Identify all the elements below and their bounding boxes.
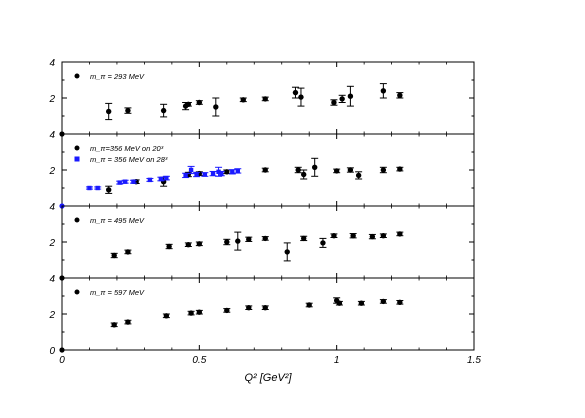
data-point [380, 298, 387, 305]
data-point [380, 233, 387, 239]
data-point [320, 240, 326, 246]
data-point [196, 241, 203, 247]
data-point [369, 233, 376, 240]
data-point [292, 89, 299, 96]
data-point-square [230, 169, 235, 174]
data-point [262, 96, 268, 102]
data-point [397, 299, 403, 305]
data-point [196, 99, 203, 106]
data-point [397, 166, 403, 172]
data-point-square [202, 172, 208, 177]
y-tick-label: 2 [48, 166, 55, 177]
y-tick-label: 4 [49, 202, 55, 213]
x-tick-label: 1.5 [467, 355, 481, 366]
data-point-square [235, 168, 240, 174]
data-point [246, 305, 252, 311]
data-point [339, 96, 345, 102]
data-point-square [147, 177, 153, 183]
data-point [333, 168, 340, 174]
data-point [262, 167, 268, 173]
data-point [336, 300, 343, 306]
data-point-square [95, 185, 100, 191]
data-point [166, 243, 172, 250]
data-point [185, 242, 192, 248]
x-tick-label: 1 [334, 355, 340, 366]
data-point [306, 302, 312, 308]
data-point-square [219, 171, 224, 176]
data-point [111, 322, 117, 328]
data-point [347, 167, 354, 173]
data-point [301, 171, 307, 178]
data-point [125, 319, 131, 325]
data-point [380, 167, 387, 173]
data-point [213, 104, 219, 110]
legend-marker-square [74, 156, 80, 162]
data-point [331, 233, 337, 239]
data-point-square [194, 172, 199, 177]
y-tick-label: 4 [49, 58, 55, 69]
data-point [224, 169, 230, 175]
data-point [125, 107, 131, 114]
legend-label: m_π=356 MeV on 20³ [90, 144, 164, 153]
y-tick-label: 2 [48, 310, 55, 321]
data-point [295, 167, 301, 173]
data-point [125, 249, 131, 255]
data-point [188, 310, 194, 316]
data-point [262, 235, 268, 242]
data-point [105, 187, 112, 193]
data-point [105, 108, 112, 115]
legend-marker-circle [74, 145, 80, 151]
data-point [196, 309, 203, 315]
legend-label: m_π = 597 MeV [90, 288, 145, 297]
data-point-square [87, 185, 92, 191]
legend-label: m_π = 356 MeV on 28³ [90, 155, 168, 164]
data-point [311, 164, 318, 170]
data-point [331, 99, 337, 106]
data-point-square [122, 179, 128, 184]
data-point-square [188, 167, 194, 173]
data-point [224, 239, 230, 245]
data-point [246, 236, 252, 242]
data-point [350, 233, 356, 239]
data-point [160, 107, 167, 114]
legend-label: m_π = 293 MeV [90, 72, 145, 81]
x-tick-label: 0 [59, 355, 65, 366]
data-point [224, 307, 230, 314]
data-point [240, 97, 246, 103]
data-point [298, 94, 304, 100]
data-point-square [131, 179, 136, 184]
legend-marker-circle [74, 73, 80, 79]
x-axis-title: Q² [GeV²] [244, 372, 292, 384]
axis-edge-marker [59, 347, 65, 353]
data-point-square [158, 176, 164, 182]
legend-marker-circle [74, 217, 80, 223]
data-point [262, 305, 268, 311]
legend-marker-circle [74, 289, 80, 295]
data-point [163, 313, 170, 319]
data-point [397, 92, 403, 99]
data-point [380, 88, 387, 94]
y-tick-label: 2 [48, 94, 55, 105]
data-point [111, 252, 117, 259]
data-point [355, 172, 362, 179]
data-point-square [210, 171, 216, 176]
y-tick-label: 4 [49, 130, 55, 141]
data-point-square [117, 180, 122, 185]
x-tick-label: 0.5 [192, 355, 206, 366]
data-point [235, 238, 241, 244]
y-tick-label: 0 [49, 346, 55, 357]
data-point [284, 249, 290, 255]
data-point [358, 300, 365, 306]
data-point [185, 101, 192, 108]
data-point-square [183, 173, 188, 178]
data-point-square [164, 175, 169, 181]
data-point [397, 231, 403, 237]
data-point [347, 93, 354, 99]
y-tick-label: 4 [49, 274, 55, 285]
legend-label: m_π = 495 MeV [90, 216, 145, 225]
y-tick-label: 2 [48, 238, 55, 249]
data-point [301, 235, 307, 242]
